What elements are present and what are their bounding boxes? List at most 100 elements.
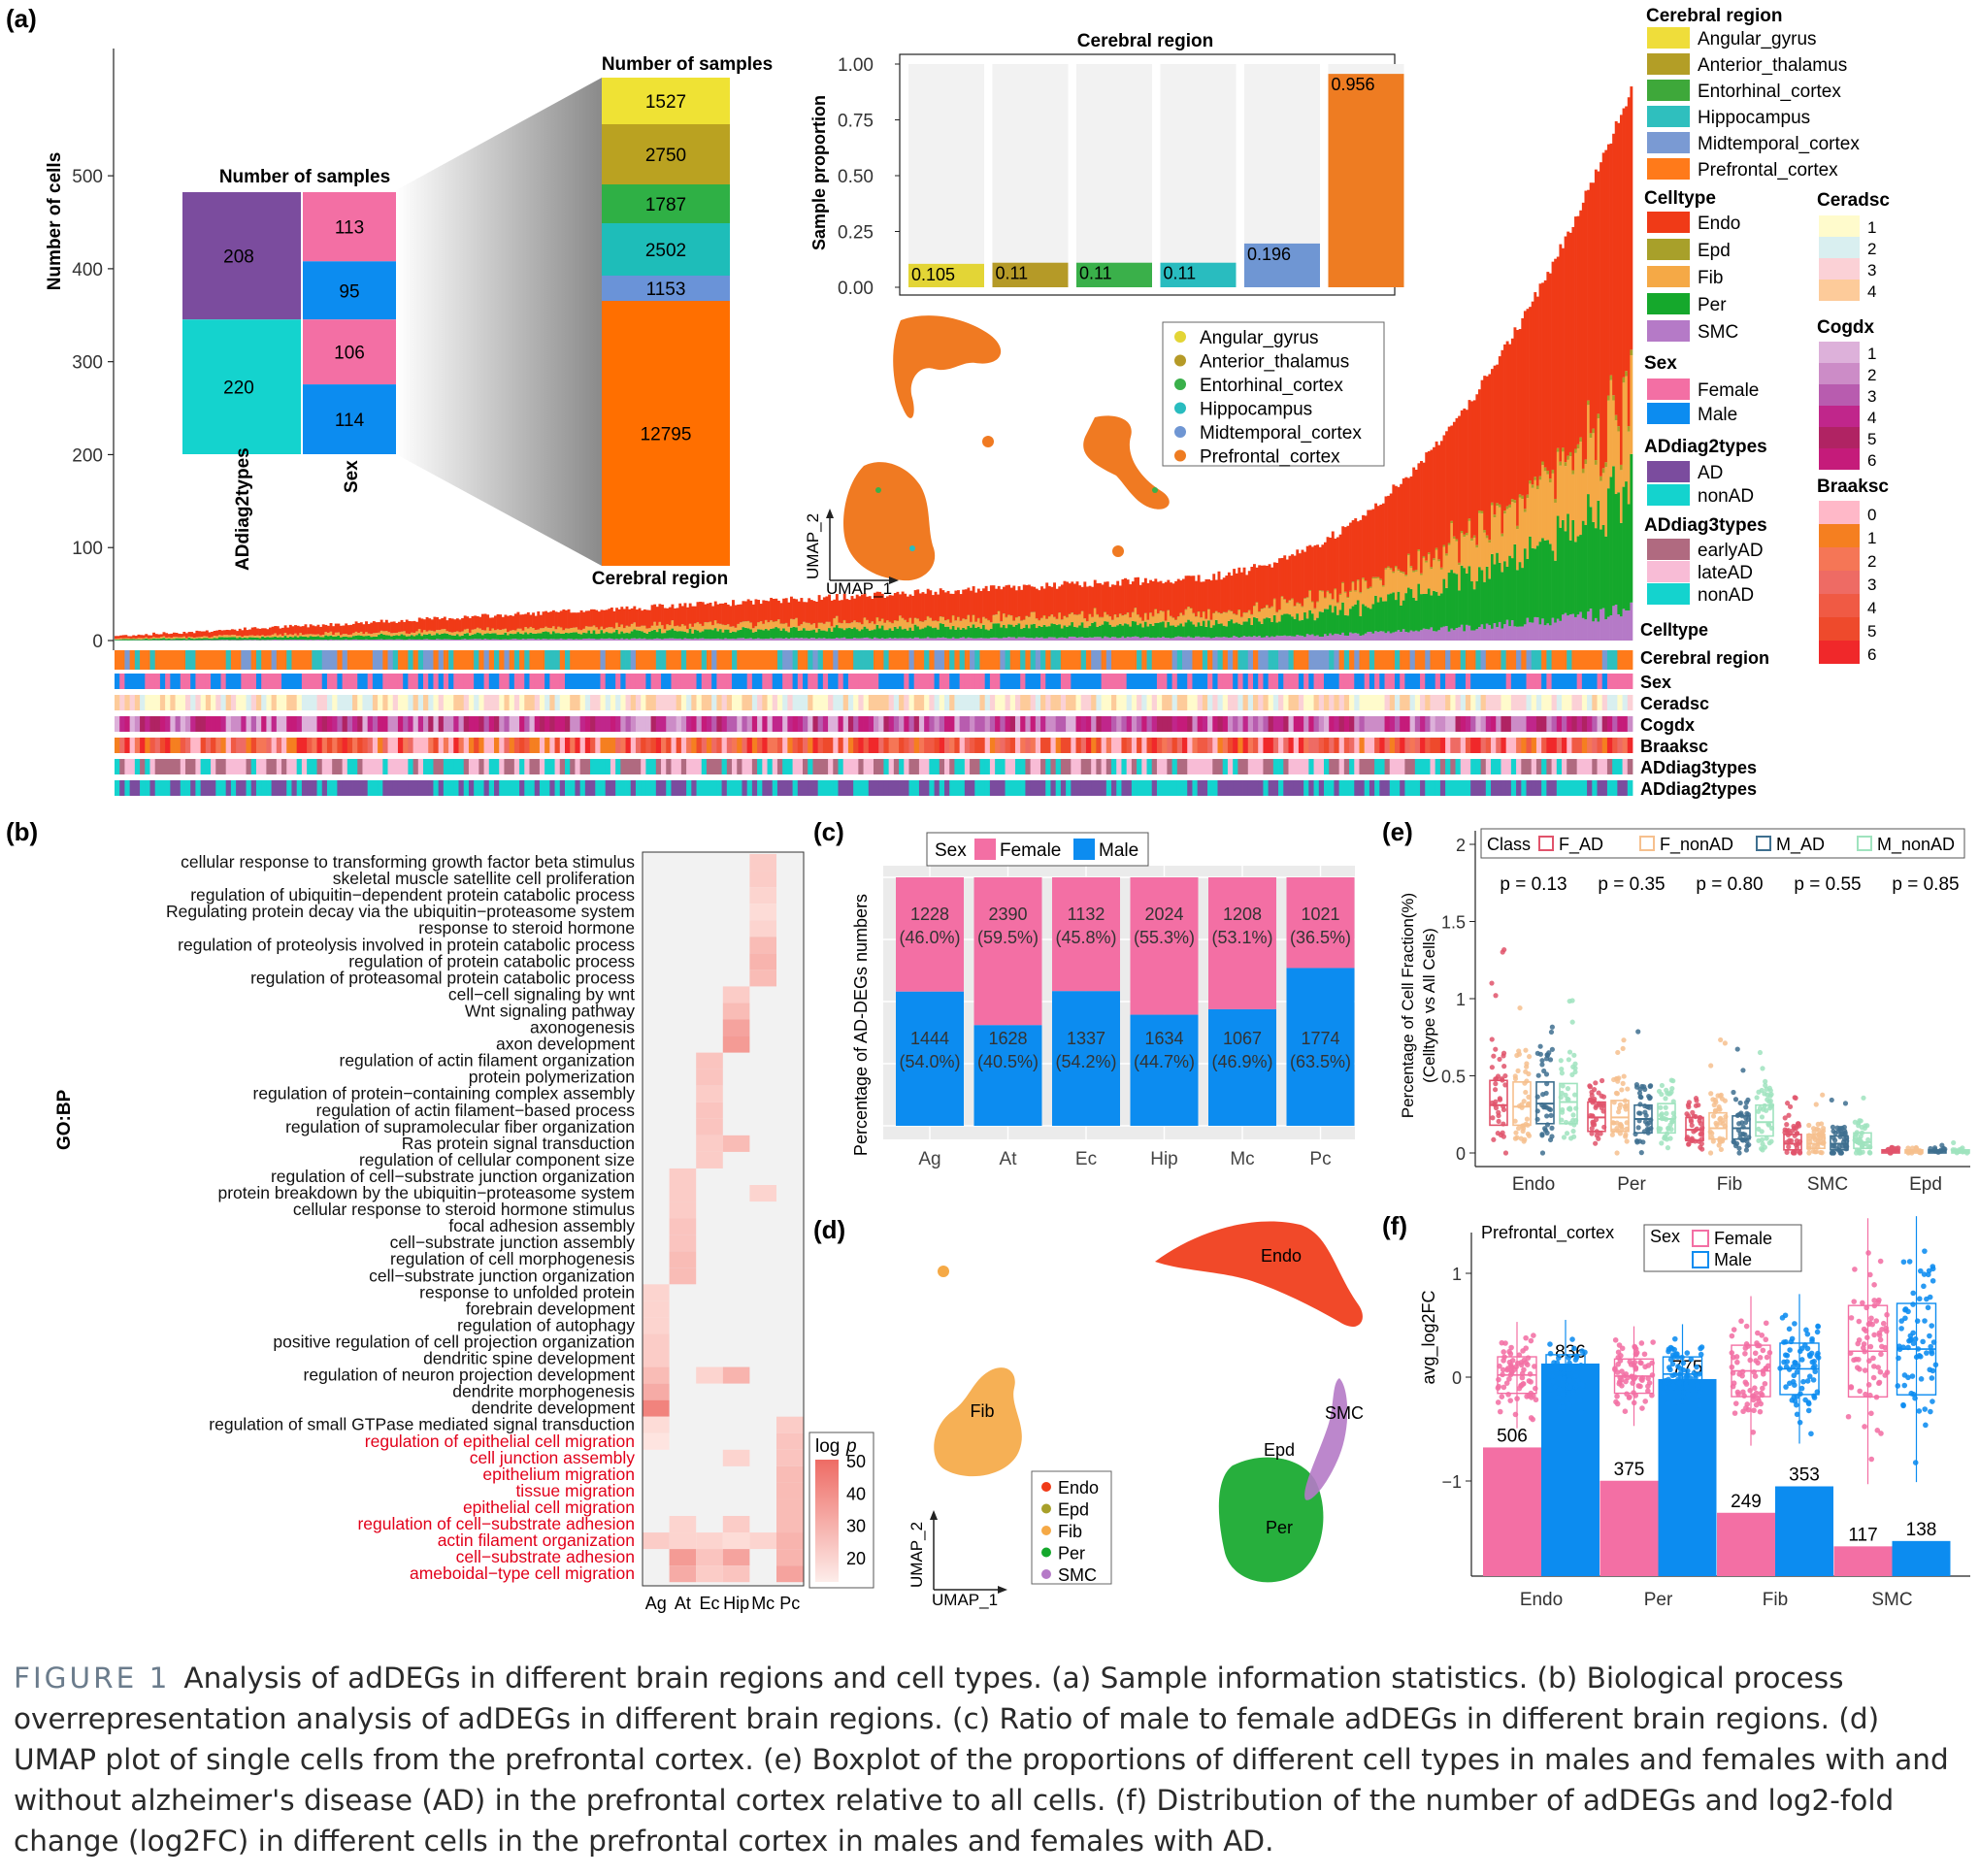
track-cell bbox=[205, 695, 212, 710]
track-cell bbox=[1187, 738, 1193, 753]
cells-bar-segment bbox=[1255, 603, 1259, 618]
track-cell bbox=[1496, 738, 1501, 753]
track-cell bbox=[630, 695, 637, 710]
cells-bar-segment bbox=[1356, 521, 1360, 580]
cells-bar-segment bbox=[941, 623, 945, 638]
cells-bar-segment bbox=[830, 631, 834, 640]
track-cell bbox=[170, 674, 176, 689]
cells-bar-segment bbox=[1093, 637, 1097, 641]
track-cell bbox=[625, 738, 632, 753]
cells-bar-segment bbox=[1038, 620, 1041, 626]
cells-bar-segment bbox=[513, 639, 517, 641]
cells-bar-segment bbox=[648, 609, 651, 629]
track-cell bbox=[1162, 650, 1168, 670]
cells-bar-segment bbox=[1291, 554, 1295, 599]
track-cell bbox=[1606, 695, 1613, 710]
track-cell bbox=[1430, 674, 1436, 689]
cells-bar-segment bbox=[448, 617, 451, 633]
cells-bar-segment bbox=[1247, 610, 1251, 619]
cells-bar-segment bbox=[721, 639, 725, 641]
cells-bar-segment bbox=[699, 638, 703, 641]
cells-bar-segment bbox=[1293, 618, 1297, 637]
track-cell bbox=[458, 738, 465, 753]
track-cell bbox=[893, 674, 900, 689]
cells-bar-segment bbox=[461, 631, 465, 636]
track-cell bbox=[711, 780, 717, 796]
cells-bar-segment bbox=[425, 616, 429, 632]
cells-bar-segment bbox=[1321, 590, 1325, 592]
cells-bar-segment bbox=[253, 636, 257, 638]
track-cell bbox=[1187, 759, 1193, 774]
cells-bar-segment bbox=[1513, 327, 1517, 501]
track-cell bbox=[337, 759, 343, 774]
track-cell bbox=[1622, 650, 1629, 670]
cells-bar-segment bbox=[1202, 637, 1205, 641]
cells-bar-segment bbox=[1025, 616, 1029, 625]
cells-bar-segment bbox=[817, 622, 821, 629]
track-cell bbox=[195, 650, 202, 670]
cells-bar-segment bbox=[1063, 580, 1067, 616]
cells-bar-segment bbox=[1435, 591, 1438, 632]
cells-bar-segment bbox=[1129, 617, 1133, 627]
track-cell bbox=[984, 674, 991, 689]
cells-bar-segment bbox=[1609, 375, 1613, 380]
track-cell bbox=[1278, 738, 1284, 753]
cells-bar-segment bbox=[850, 622, 854, 629]
cells-bar-segment bbox=[666, 638, 670, 641]
track-cell bbox=[918, 759, 925, 774]
cells-bar-segment bbox=[822, 630, 826, 639]
cells-bar-segment bbox=[1513, 626, 1517, 641]
cells-bar-segment bbox=[709, 602, 712, 622]
cells-bar-segment bbox=[443, 639, 446, 641]
cells-bar-segment bbox=[1452, 421, 1456, 537]
cells-bar-segment bbox=[1433, 631, 1435, 641]
cells-bar-segment bbox=[1336, 537, 1339, 603]
cells-bar-segment bbox=[1253, 564, 1256, 607]
track-cell bbox=[115, 759, 120, 774]
cells-bar-segment bbox=[1250, 637, 1254, 641]
track-cell bbox=[387, 695, 394, 710]
cells-bar-segment bbox=[1592, 428, 1596, 434]
cells-bar-segment bbox=[309, 640, 313, 641]
track-cell bbox=[357, 650, 363, 670]
cells-bar-segment bbox=[208, 640, 212, 641]
cells-bar-segment bbox=[1075, 615, 1079, 628]
cells-bar-segment bbox=[1543, 471, 1547, 541]
cells-bar-segment bbox=[1012, 620, 1016, 621]
cells-bar-segment bbox=[880, 618, 884, 626]
track-cell bbox=[878, 674, 884, 689]
track-cell bbox=[1030, 674, 1037, 689]
cells-bar-segment bbox=[1187, 607, 1191, 608]
track-cell bbox=[1293, 716, 1300, 732]
cells-bar-segment bbox=[1387, 568, 1391, 595]
cells-bar-segment bbox=[466, 639, 470, 641]
track-cell bbox=[1020, 650, 1026, 670]
cells-bar-segment bbox=[415, 639, 419, 641]
cells-bar-segment bbox=[934, 620, 938, 621]
track-cell bbox=[1096, 759, 1102, 774]
cells-bar-segment bbox=[1083, 618, 1087, 628]
cells-bar-segment bbox=[874, 592, 876, 624]
cells-bar-segment bbox=[1470, 630, 1474, 641]
cells-bar-segment bbox=[147, 635, 150, 639]
track-cell bbox=[893, 716, 900, 732]
track-cell bbox=[1439, 695, 1446, 710]
cells-bar-segment bbox=[1346, 525, 1350, 597]
cells-bar-segment bbox=[713, 620, 717, 629]
track-cell bbox=[1101, 716, 1107, 732]
cells-bar-segment bbox=[397, 632, 401, 637]
cells-bar-segment bbox=[1493, 623, 1497, 641]
cells-bar-segment bbox=[1169, 615, 1172, 617]
track-cell bbox=[1272, 650, 1279, 670]
track-cell bbox=[468, 716, 475, 732]
cells-bar-segment bbox=[1058, 586, 1062, 613]
cells-bar-segment bbox=[1237, 637, 1241, 641]
track-cell bbox=[1612, 650, 1618, 670]
track-cell bbox=[863, 780, 870, 796]
track-cell bbox=[438, 759, 445, 774]
track-cell bbox=[1485, 738, 1492, 753]
cells-bar-segment bbox=[726, 624, 730, 630]
cells-bar-segment bbox=[1614, 414, 1618, 421]
track-cell bbox=[964, 780, 971, 796]
cells-bar-segment bbox=[918, 593, 922, 622]
